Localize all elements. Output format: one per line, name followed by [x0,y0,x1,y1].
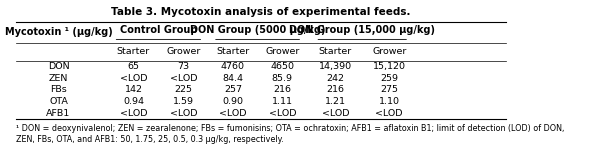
Text: 257: 257 [224,85,242,94]
Text: FBs: FBs [50,85,67,94]
Text: 142: 142 [124,85,142,94]
Text: Grower: Grower [265,48,299,56]
Text: Starter: Starter [319,48,352,56]
Text: 1.10: 1.10 [379,97,400,106]
Text: OTA: OTA [49,97,68,106]
Text: 216: 216 [326,85,344,94]
Text: 0.94: 0.94 [123,97,144,106]
Text: 85.9: 85.9 [272,74,293,83]
Text: 242: 242 [326,74,344,83]
Text: Mycotoxin ¹ (µg/kg): Mycotoxin ¹ (µg/kg) [5,27,112,37]
Text: DON: DON [48,62,70,71]
Text: 15,120: 15,120 [373,62,406,71]
Text: 259: 259 [380,74,398,83]
Text: <LOD: <LOD [170,74,197,83]
Text: 225: 225 [175,85,193,94]
Text: 1.21: 1.21 [325,97,346,106]
Text: <LOD: <LOD [269,109,296,118]
Text: Grower: Grower [372,48,406,56]
Text: 275: 275 [380,85,398,94]
Text: Grower: Grower [166,48,200,56]
Text: <LOD: <LOD [120,74,147,83]
Text: Starter: Starter [216,48,250,56]
Text: <LOD: <LOD [376,109,403,118]
Text: 216: 216 [274,85,292,94]
Text: Control Group: Control Group [119,25,197,35]
Text: ZEN: ZEN [49,74,68,83]
Text: AFB1: AFB1 [46,109,71,118]
Text: <LOD: <LOD [322,109,349,118]
Text: 14,390: 14,390 [319,62,352,71]
Text: 0.90: 0.90 [223,97,244,106]
Text: <LOD: <LOD [219,109,247,118]
Text: 1.11: 1.11 [272,97,293,106]
Text: <LOD: <LOD [170,109,197,118]
Text: 73: 73 [178,62,190,71]
Text: DON Group (15,000 µg/kg): DON Group (15,000 µg/kg) [289,25,435,35]
Text: ¹ DON = deoxynivalenol; ZEN = zearalenone; FBs = fumonisins; OTA = ochratoxin; A: ¹ DON = deoxynivalenol; ZEN = zearalenon… [16,124,565,144]
Text: 65: 65 [127,62,139,71]
Text: 4650: 4650 [271,62,295,71]
Text: 1.59: 1.59 [173,97,194,106]
Text: 84.4: 84.4 [223,74,244,83]
Text: 4760: 4760 [221,62,245,71]
Text: Table 3. Mycotoxin analysis of experimental feeds.: Table 3. Mycotoxin analysis of experimen… [111,7,410,17]
Text: DON Group (5000 µg/kg): DON Group (5000 µg/kg) [190,25,325,35]
Text: <LOD: <LOD [120,109,147,118]
Text: Starter: Starter [117,48,150,56]
